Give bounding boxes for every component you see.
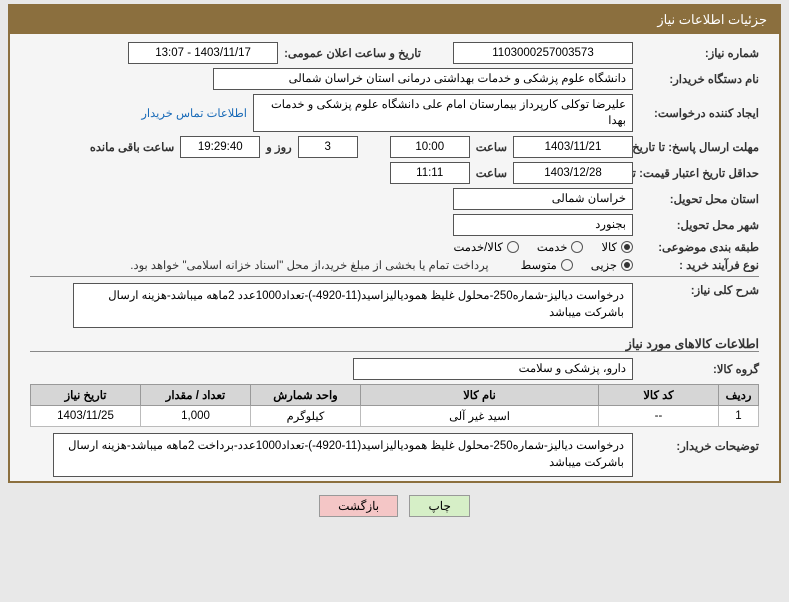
label-city: شهر محل تحویل:: [639, 218, 759, 232]
table-cell: --: [599, 405, 719, 426]
label-days-and: روز و: [266, 140, 291, 154]
label-buyer-org: نام دستگاه خریدار:: [639, 72, 759, 86]
divider-1: [30, 276, 759, 277]
label-category: طبقه بندی موضوعی:: [639, 240, 759, 254]
row-purchase-type: نوع فرآیند خرید : جزیی متوسط پرداخت تمام…: [30, 258, 759, 272]
row-requester: ایجاد کننده درخواست: علیرضا توکلی کارپرد…: [30, 94, 759, 132]
radio-goods-service[interactable]: کالا/خدمت: [454, 240, 519, 254]
main-panel: جزئیات اطلاعات نیاز شماره نیاز: 11030002…: [8, 4, 781, 483]
table-row: 1--اسید غیر آلیکیلوگرم1,0001403/11/25: [31, 405, 759, 426]
field-requester: علیرضا توکلی کارپرداز بیمارستان امام علی…: [253, 94, 633, 132]
label-requester: ایجاد کننده درخواست:: [639, 106, 759, 120]
field-buyer-notes: درخواست دیالیز-شماره250-محلول غلیظ همودی…: [53, 433, 633, 478]
panel-title: جزئیات اطلاعات نیاز: [657, 12, 767, 27]
table-header: واحد شمارش: [251, 384, 361, 405]
table-header: تاریخ نیاز: [31, 384, 141, 405]
table-body: 1--اسید غیر آلیکیلوگرم1,0001403/11/25: [31, 405, 759, 426]
print-button[interactable]: چاپ: [409, 495, 469, 517]
label-buyer-notes: توضیحات خریدار:: [639, 433, 759, 453]
row-category: طبقه بندی موضوعی: کالا خدمت کالا/خدمت: [30, 240, 759, 254]
radio-dot-icon: [561, 259, 573, 271]
label-general-desc: شرح کلی نیاز:: [639, 283, 759, 297]
table-cell: کیلوگرم: [251, 405, 361, 426]
field-valid-time: 11:11: [390, 162, 470, 184]
label-time-1: ساعت: [476, 140, 507, 154]
radio-minor[interactable]: جزیی: [591, 258, 633, 272]
label-need-no: شماره نیاز:: [639, 46, 759, 60]
purchase-type-radio-group: جزیی متوسط: [521, 258, 633, 272]
label-time-remaining: ساعت باقی مانده: [90, 140, 174, 154]
table-header: ردیف: [719, 384, 759, 405]
row-general-desc: شرح کلی نیاز: درخواست دیالیز-شماره250-مح…: [30, 283, 759, 328]
label-province: استان محل تحویل:: [639, 192, 759, 206]
section-goods-title: اطلاعات کالاهای مورد نیاز: [30, 336, 759, 352]
row-validity: حداقل تاریخ اعتبار قیمت: تا تاریخ: 1403/…: [30, 162, 759, 184]
buyer-contact-link[interactable]: اطلاعات تماس خریدار: [141, 106, 247, 120]
field-need-no: 1103000257003573: [453, 42, 633, 64]
row-buyer-org: نام دستگاه خریدار: دانشگاه علوم پزشکی و …: [30, 68, 759, 90]
panel-header: جزئیات اطلاعات نیاز: [10, 6, 779, 34]
field-time-left: 19:29:40: [180, 136, 260, 158]
radio-goods[interactable]: کالا: [601, 240, 633, 254]
field-province: خراسان شمالی: [453, 188, 633, 210]
row-buyer-notes: توضیحات خریدار: درخواست دیالیز-شماره250-…: [30, 433, 759, 478]
button-row: چاپ بازگشت: [0, 487, 789, 523]
row-need-no: شماره نیاز: 1103000257003573 تاریخ و ساع…: [30, 42, 759, 64]
row-response-deadline: مهلت ارسال پاسخ: تا تاریخ: 1403/11/21 سا…: [30, 136, 759, 158]
table-header: نام کالا: [361, 384, 599, 405]
field-announce: 1403/11/17 - 13:07: [128, 42, 278, 64]
table-cell: 1: [719, 405, 759, 426]
label-resp-deadline: مهلت ارسال پاسخ: تا تاریخ:: [639, 140, 759, 154]
field-city: بجنورد: [453, 214, 633, 236]
label-time-2: ساعت: [476, 166, 507, 180]
goods-table: ردیفکد کالانام کالاواحد شمارشتعداد / مقد…: [30, 384, 759, 427]
label-announce: تاریخ و ساعت اعلان عمومی:: [284, 46, 421, 60]
table-cell: 1,000: [141, 405, 251, 426]
table-head: ردیفکد کالانام کالاواحد شمارشتعداد / مقد…: [31, 384, 759, 405]
row-goods-group: گروه کالا: دارو، پزشکی و سلامت: [30, 358, 759, 380]
radio-service[interactable]: خدمت: [537, 240, 584, 254]
row-city: شهر محل تحویل: بجنورد: [30, 214, 759, 236]
radio-dot-icon: [621, 241, 633, 253]
field-buyer-org: دانشگاه علوم پزشکی و خدمات بهداشتی درمان…: [213, 68, 633, 90]
table-cell: 1403/11/25: [31, 405, 141, 426]
field-days-left: 3: [298, 136, 358, 158]
panel-content: شماره نیاز: 1103000257003573 تاریخ و ساع…: [10, 34, 779, 481]
field-valid-date: 1403/12/28: [513, 162, 633, 184]
field-goods-group: دارو، پزشکی و سلامت: [353, 358, 633, 380]
radio-dot-icon: [571, 241, 583, 253]
back-button[interactable]: بازگشت: [319, 495, 398, 517]
label-purchase-type: نوع فرآیند خرید :: [639, 258, 759, 272]
row-province: استان محل تحویل: خراسان شمالی: [30, 188, 759, 210]
radio-medium[interactable]: متوسط: [521, 258, 573, 272]
field-resp-time: 10:00: [390, 136, 470, 158]
category-radio-group: کالا خدمت کالا/خدمت: [454, 240, 634, 254]
field-general-desc: درخواست دیالیز-شماره250-محلول غلیظ همودی…: [73, 283, 633, 328]
label-goods-group: گروه کالا:: [639, 362, 759, 376]
field-resp-date: 1403/11/21: [513, 136, 633, 158]
radio-dot-icon: [507, 241, 519, 253]
label-validity: حداقل تاریخ اعتبار قیمت: تا تاریخ:: [639, 166, 759, 180]
table-cell: اسید غیر آلی: [361, 405, 599, 426]
radio-dot-icon: [621, 259, 633, 271]
table-header: کد کالا: [599, 384, 719, 405]
purchase-note: پرداخت تمام یا بخشی از مبلغ خرید،از محل …: [130, 258, 488, 272]
table-header: تعداد / مقدار: [141, 384, 251, 405]
